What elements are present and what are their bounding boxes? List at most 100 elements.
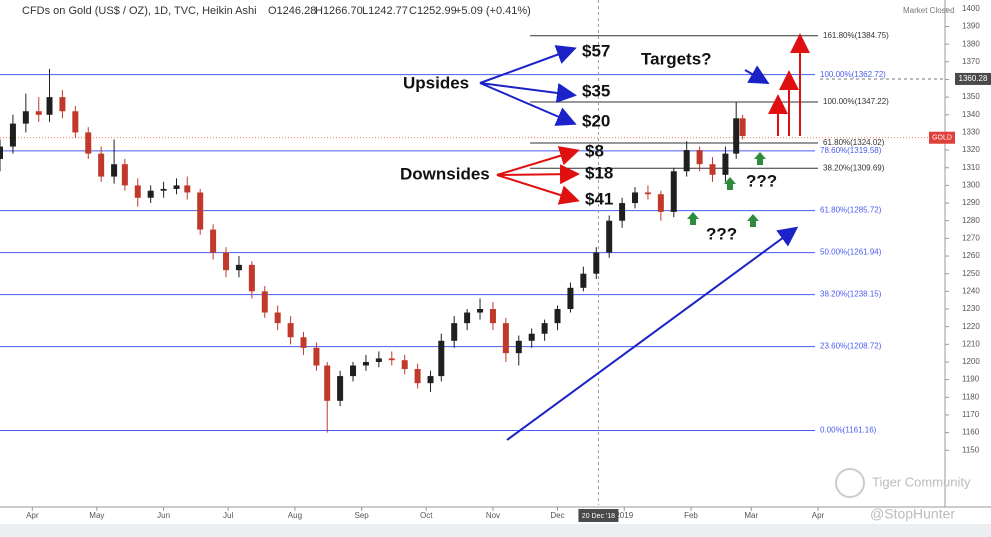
y-tick-label: 1330 [962,128,980,137]
fib-label: 38.20%(1238.15) [820,290,882,299]
last-price-label: GOLD [932,135,952,142]
candle-body [657,194,664,212]
candle-body [184,185,191,193]
watermark: Tiger Community [872,474,971,489]
y-tick-label: 1160 [962,428,980,437]
candle-body [261,291,268,313]
candle-body [515,340,522,354]
candle-body [173,185,180,189]
arrows-down [496,33,810,205]
candle-body [502,323,509,354]
y-tick-label: 1200 [962,357,980,366]
annotation: $8 [585,141,604,160]
x-tick-label: Apr [812,511,825,520]
fib-label: 100.00%(1362.72) [820,70,886,79]
x-tick-label: Dec [550,511,564,520]
author: @StopHunter [870,506,955,522]
candle-body [0,146,3,159]
candle-body [438,340,445,377]
candle-body [98,153,105,177]
candle-body [632,192,639,204]
annotations: Upsides Downsides $57 $35 $20 $8 $18 $41… [400,33,810,441]
y-tick-label: 1280 [962,216,980,225]
candle-body [350,365,357,377]
candle-body [85,132,92,154]
y-tick-label: 1300 [962,181,980,190]
candle-body [375,358,382,362]
fib-label: 23.60%(1208.72) [820,342,882,351]
x-tick-label: Oct [420,511,433,520]
candle-body [160,188,167,191]
candle-body [362,361,369,366]
candle-body [464,312,471,324]
annotation: Targets? [641,49,712,68]
candle-body [670,171,677,212]
fib-label: 0.00%(1161.16) [820,426,877,435]
candle-body [9,123,16,147]
candle-body [541,323,548,334]
candle-body [567,287,574,310]
candle-body [313,347,320,366]
candle-body [210,229,217,253]
y-tick-label: 1340 [962,110,980,119]
toolbar [0,524,991,537]
y-tick-label: 1170 [962,410,980,419]
x-tick-label: Mar [744,511,758,520]
crosshair-y-tag [955,72,991,85]
symbol: CFDs on Gold (US$ / OZ), 1D, TVC, Heikin… [22,5,257,17]
y-tick-label: 1400 [962,4,980,13]
fib-label: 38.20%(1309.69) [823,163,885,172]
y-tick-label: 1380 [962,39,980,48]
fib-label: 61.80%(1324.02) [823,138,885,147]
ohlc-close: C1252.99 [409,5,457,17]
candle-body [274,312,281,324]
candle-body [59,97,66,112]
candle-body [147,190,154,198]
y-tick-label: 1210 [962,339,980,348]
fib-label: 61.80%(1285.72) [820,206,882,215]
candle-body [709,164,716,175]
candle-body [683,150,690,172]
y-tick-label: 1250 [962,269,980,278]
candle-body [427,376,434,384]
y-tick-label: 1370 [962,57,980,66]
candle-body [489,309,496,324]
candle-body [337,376,344,401]
y-tick-label: 1260 [962,251,980,260]
x-tick-label: 2019 [615,511,633,520]
candle-body [35,111,42,115]
annotation: $18 [585,163,613,182]
y-tick-label: 1190 [962,375,980,384]
crosshair-y-label: 1360.28 [959,74,988,83]
green-arrows [687,152,766,227]
fib-label: 50.00%(1261.94) [820,248,882,257]
x-tick-label: Jul [223,511,233,520]
candle-body [739,118,746,136]
annotation: ??? [706,224,737,243]
candle-body [451,323,458,341]
annotation: $41 [585,189,613,208]
fib-label: 100.00%(1347.22) [823,97,889,106]
candle-body [72,111,79,133]
candle-body [46,97,53,115]
candle-body [197,192,204,230]
annotation: Upsides [403,73,469,92]
candle-body [223,252,230,271]
x-tick-label: Sep [355,511,370,520]
candle-body [414,369,421,384]
candle-body [401,360,408,370]
annotation: ??? [746,171,777,190]
candle-body [593,252,600,274]
x-tick-label: Apr [26,511,39,520]
y-tick-label: 1230 [962,304,980,313]
y-tick-label: 1240 [962,286,980,295]
y-tick-label: 1180 [962,392,980,401]
candle-body [287,323,294,338]
candle-body [235,264,242,271]
x-tick-label: Jun [157,511,170,520]
arrows-up [479,45,799,441]
y-tick-label: 1270 [962,233,980,242]
candle-body [300,337,307,348]
candle-body [733,118,740,154]
